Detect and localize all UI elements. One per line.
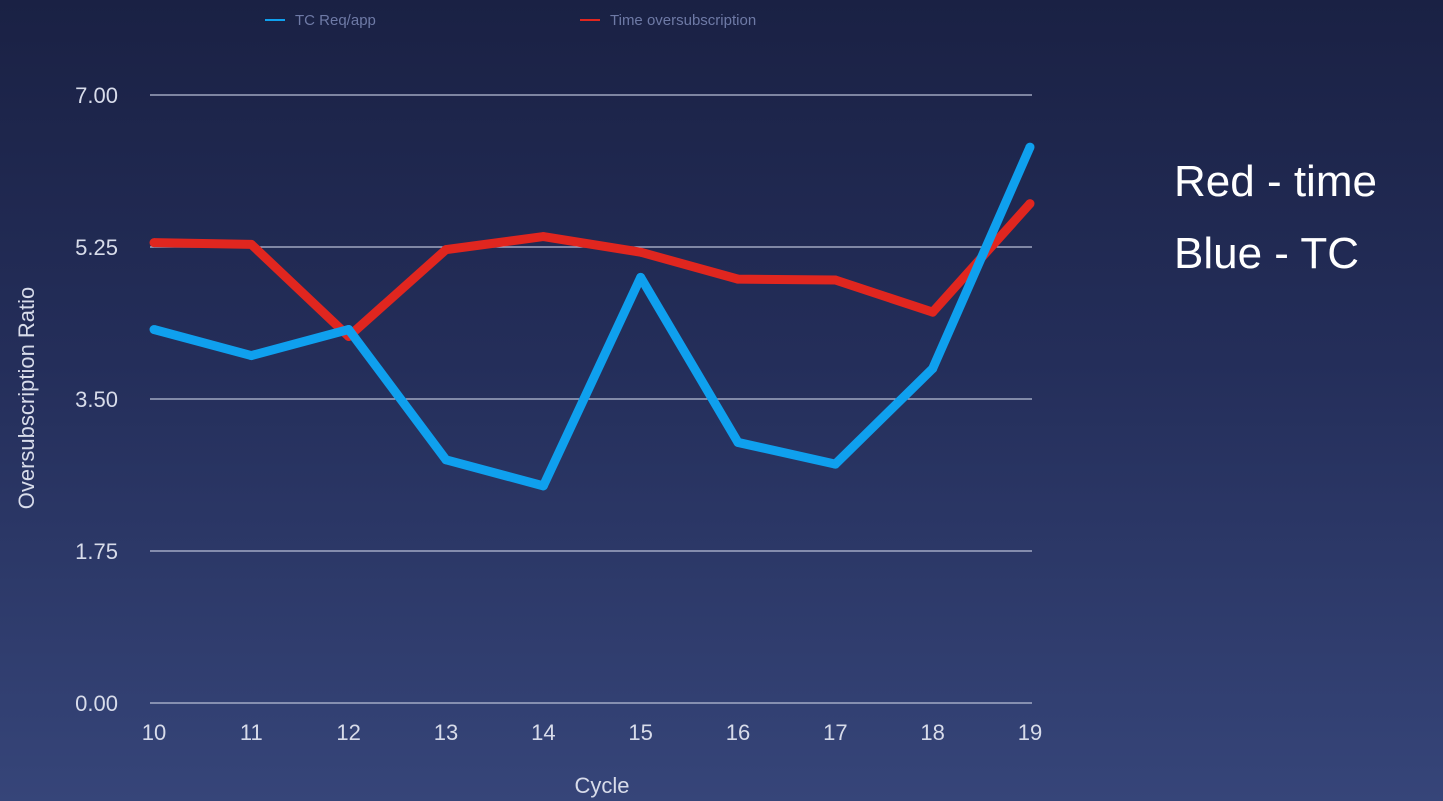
x-axis-tick-labels: 10 11 12 13 14 15 16 17 18 19	[142, 720, 1042, 745]
data-point	[928, 307, 938, 317]
data-point	[733, 437, 743, 447]
chart-gridlines	[150, 94, 1032, 704]
annotation-blue-line: Blue - TC	[1174, 229, 1360, 278]
data-point	[538, 232, 548, 242]
x-tick-label: 10	[142, 720, 166, 745]
data-point	[538, 481, 548, 491]
y-tick-label: 3.50	[75, 387, 118, 412]
data-point	[441, 455, 451, 465]
data-point	[830, 275, 840, 285]
legend-label: TC Req/app	[295, 12, 376, 29]
x-tick-label: 19	[1018, 720, 1042, 745]
data-point	[636, 272, 646, 282]
y-tick-label: 0.00	[75, 691, 118, 716]
y-tick-label: 7.00	[75, 83, 118, 108]
y-axis-tick-labels: 7.00 5.25 3.50 1.75 0.00	[75, 83, 118, 716]
y-tick-label: 5.25	[75, 235, 118, 260]
series-line	[152, 145, 1035, 491]
data-point	[830, 459, 840, 469]
x-tick-label: 17	[823, 720, 847, 745]
data-point	[149, 238, 159, 248]
data-point	[246, 351, 256, 361]
y-axis-title: Oversubscription Ratio	[14, 287, 39, 510]
x-tick-label: 12	[336, 720, 360, 745]
x-tick-label: 18	[920, 720, 944, 745]
data-point	[149, 325, 159, 335]
x-tick-label: 11	[240, 720, 263, 745]
data-point	[344, 325, 354, 335]
x-tick-label: 14	[531, 720, 555, 745]
x-tick-label: 13	[434, 720, 458, 745]
data-point	[636, 247, 646, 257]
legend-label: Time oversubscription	[610, 12, 756, 29]
data-point	[1025, 142, 1035, 152]
y-tick-label: 1.75	[75, 539, 118, 564]
data-point	[733, 274, 743, 284]
x-axis-title: Cycle	[574, 773, 629, 798]
data-point	[928, 364, 938, 374]
x-tick-label: 16	[726, 720, 750, 745]
data-point	[1025, 199, 1035, 209]
chart-series	[149, 142, 1035, 491]
annotation-red-line: Red - time	[1174, 157, 1377, 206]
chart-legend: TC Req/app Time oversubscription	[265, 12, 756, 29]
data-point	[246, 239, 256, 249]
x-tick-label: 15	[628, 720, 652, 745]
series-line	[153, 200, 1034, 341]
data-point	[441, 245, 451, 255]
